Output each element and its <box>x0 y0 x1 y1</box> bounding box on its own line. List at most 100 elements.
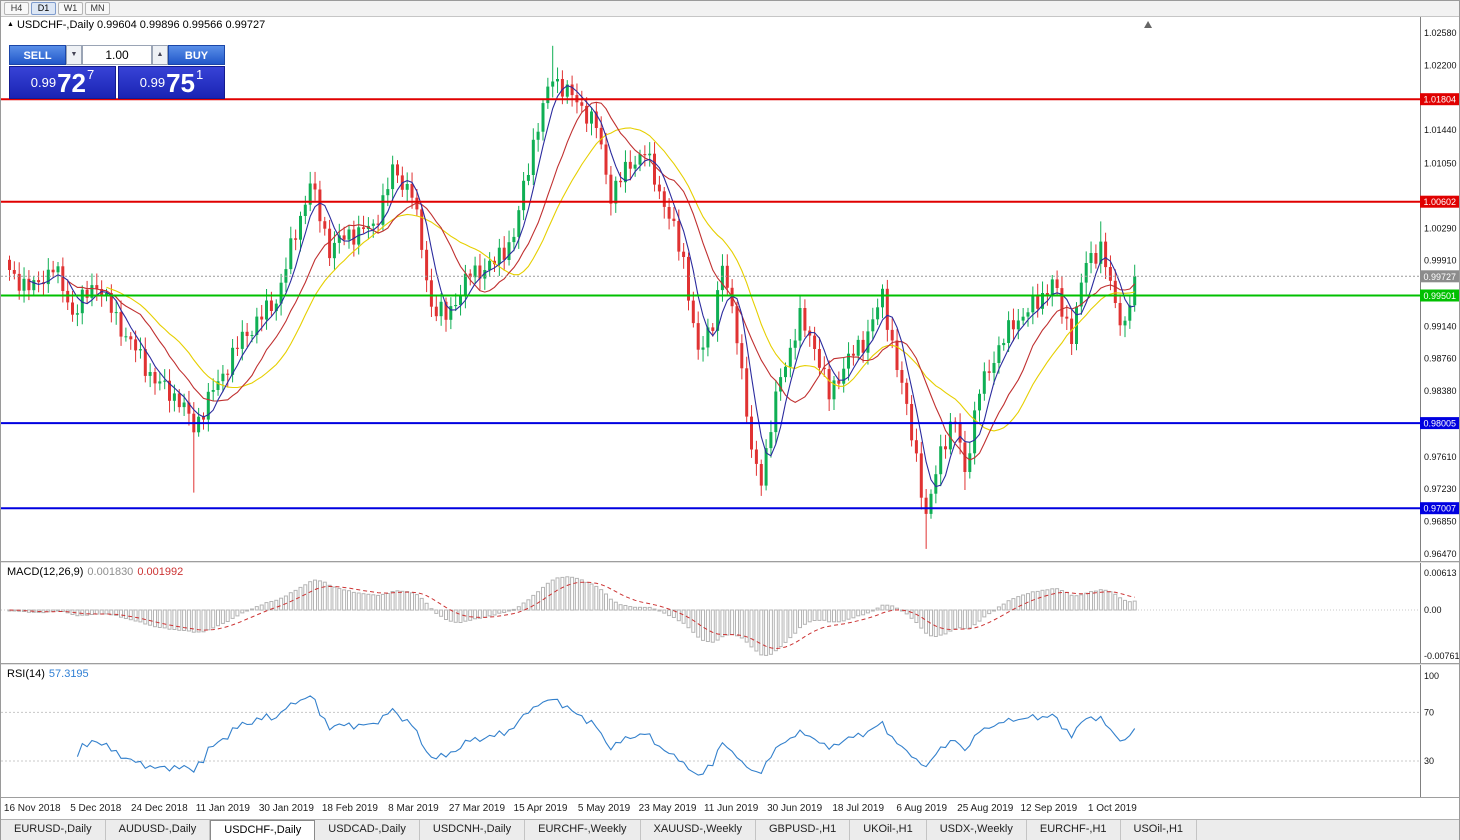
one-click-trading-panel: SELL ▼ ▲ BUY 0.99 72 7 0.99 75 1 <box>9 45 225 99</box>
svg-text:1.01050: 1.01050 <box>1424 159 1457 169</box>
svg-text:70: 70 <box>1424 707 1434 717</box>
price-chart-canvas[interactable]: 1.02580 1.02200 1.01440 1.01050 1.00290 0.999… <box>1 17 1459 561</box>
buy-price-sup: 1 <box>196 67 204 82</box>
date-axis-label: 30 Jun 2019 <box>767 803 823 814</box>
rsi-label: RSI(14) 57.3195 <box>7 668 89 680</box>
svg-text:0.96850: 0.96850 <box>1424 517 1457 527</box>
date-axis-label: 11 Jun 2019 <box>703 803 759 814</box>
buy-price-button[interactable]: 0.99 75 1 <box>118 66 225 99</box>
volume-input[interactable] <box>82 45 152 65</box>
chart-tab-usdx-weekly[interactable]: USDX-,Weekly <box>926 820 1027 840</box>
sell-price-button[interactable]: 0.99 72 7 <box>9 66 116 99</box>
volume-down-button[interactable]: ▼ <box>66 45 82 65</box>
svg-text:0.99727: 0.99727 <box>1424 272 1457 282</box>
chart-shift-end-marker-icon[interactable] <box>1144 21 1153 28</box>
date-axis-label: 5 Dec 2018 <box>70 803 122 814</box>
date-axis-label: 8 Mar 2019 <box>388 803 439 814</box>
timeframe-button-d1[interactable]: D1 <box>31 2 56 15</box>
date-axis-label: 24 Dec 2018 <box>130 803 188 814</box>
buy-price-big: 75 <box>166 67 195 98</box>
svg-text:0.00: 0.00 <box>1424 605 1442 615</box>
buy-button[interactable]: BUY <box>168 45 225 65</box>
rsi-value: 57.3195 <box>48 668 89 680</box>
candles <box>8 45 1137 549</box>
timeframe-button-w1[interactable]: W1 <box>58 2 83 15</box>
date-axis-label: 18 Jul 2019 <box>832 803 885 814</box>
sell-price-sup: 7 <box>87 67 95 82</box>
axis-separator <box>1 797 1459 798</box>
svg-text:0.97230: 0.97230 <box>1424 484 1457 494</box>
svg-text:100: 100 <box>1424 671 1439 681</box>
svg-text:0.96470: 0.96470 <box>1424 549 1457 559</box>
chart-tab-ukoil-h1[interactable]: UKOil-,H1 <box>850 820 927 840</box>
svg-text:1.01440: 1.01440 <box>1424 125 1457 135</box>
svg-text:0.00613: 0.00613 <box>1424 568 1457 578</box>
timeframe-button-h4[interactable]: H4 <box>4 2 29 15</box>
svg-text:0.97610: 0.97610 <box>1424 452 1457 462</box>
svg-text:1.02200: 1.02200 <box>1424 60 1457 70</box>
date-axis-label: 12 Sep 2019 <box>1020 803 1078 814</box>
chart-tabbar: EURUSD-,Daily AUDUSD-,Daily USDCHF-,Daily U… <box>1 819 1459 840</box>
date-axis-label: 18 Feb 2019 <box>321 803 379 814</box>
svg-text:0.98380: 0.98380 <box>1424 386 1457 396</box>
macd-signal-line <box>9 581 1135 650</box>
rsi-canvas[interactable]: 100 70 30 <box>1 665 1459 797</box>
date-axis-label: 25 Aug 2019 <box>957 803 1014 814</box>
chart-tab-usoil-h1[interactable]: USOil-,H1 <box>1120 820 1198 840</box>
date-axis-label: 6 Aug 2019 <box>896 803 948 814</box>
macd-indicator-panel: 0.00613 0.00 -0.00761 MACD(12,26,9) 0.00183… <box>1 563 1459 663</box>
buy-price-prefix: 0.99 <box>139 75 166 90</box>
date-axis-label: 1 Oct 2019 <box>1087 803 1137 814</box>
svg-text:0.99140: 0.99140 <box>1424 321 1457 331</box>
svg-text:1.02580: 1.02580 <box>1424 28 1457 38</box>
moving-average-5 <box>28 84 1135 488</box>
panel-separator[interactable] <box>1 561 1459 563</box>
date-axis-label: 5 May 2019 <box>577 803 631 814</box>
rsi-indicator-panel: 100 70 30 RSI(14) 57.3195 <box>1 665 1459 797</box>
moving-average-13 <box>67 101 1136 461</box>
svg-text:0.99501: 0.99501 <box>1424 291 1457 301</box>
one-click-panel-toggle-icon[interactable]: ▲ <box>7 21 14 28</box>
date-axis-label: 11 Jan 2019 <box>195 803 250 814</box>
chart-tab-usdchf-daily[interactable]: USDCHF-,Daily <box>210 820 316 840</box>
date-axis[interactable]: 16 Nov 2018 5 Dec 2018 24 Dec 2018 11 Jan 2… <box>1 798 1459 819</box>
chart-ohlc-label: ▲ USDCHF-,Daily 0.99604 0.99896 0.99566 0… <box>7 19 265 31</box>
chart-tab-eurchf-weekly[interactable]: EURCHF-,Weekly <box>525 820 641 840</box>
macd-name: MACD(12,26,9) <box>7 566 84 578</box>
sell-button[interactable]: SELL <box>9 45 66 65</box>
volume-up-button[interactable]: ▲ <box>152 45 168 65</box>
chart-tab-eurusd-daily[interactable]: EURUSD-,Daily <box>1 820 106 840</box>
panel-separator[interactable] <box>1 663 1459 665</box>
chart-tab-usdcad-daily[interactable]: USDCAD-,Daily <box>315 820 420 840</box>
date-axis-label: 30 Jan 2019 <box>258 803 314 814</box>
rsi-name: RSI(14) <box>7 668 45 680</box>
timeframe-button-mn[interactable]: MN <box>85 2 110 15</box>
date-axis-label: 15 Apr 2019 <box>513 803 568 814</box>
chart-tab-eurchf-h1[interactable]: EURCHF-,H1 <box>1026 820 1121 840</box>
price-chart-panel: 1.02580 1.02200 1.01440 1.01050 1.00290 0.999… <box>1 17 1459 561</box>
svg-text:1.01804: 1.01804 <box>1424 95 1457 105</box>
svg-text:1.00290: 1.00290 <box>1424 223 1457 233</box>
ohlc-text: USDCHF-,Daily 0.99604 0.99896 0.99566 0.… <box>16 19 266 31</box>
svg-text:1.00602: 1.00602 <box>1424 197 1457 207</box>
svg-text:0.98005: 0.98005 <box>1424 419 1457 429</box>
timeframe-toolbar: H4 D1 W1 MN <box>1 1 1459 17</box>
macd-histogram <box>7 576 1137 656</box>
chart-tab-usdcnh-daily[interactable]: USDCNH-,Daily <box>419 820 526 840</box>
svg-text:-0.00761: -0.00761 <box>1424 651 1459 661</box>
date-axis-label: 23 May 2019 <box>638 803 697 814</box>
sell-price-big: 72 <box>57 67 86 98</box>
svg-text:30: 30 <box>1424 756 1434 766</box>
moving-average-21 <box>106 127 1135 432</box>
chart-tab-audusd-daily[interactable]: AUDUSD-,Daily <box>105 820 211 840</box>
sell-price-prefix: 0.99 <box>30 75 57 90</box>
date-axis-label: 27 Mar 2019 <box>448 803 506 814</box>
chart-tab-xauusd-weekly[interactable]: XAUUSD-,Weekly <box>640 820 756 840</box>
svg-text:0.98760: 0.98760 <box>1424 354 1457 364</box>
macd-value-main: 0.001830 <box>87 566 134 578</box>
svg-text:0.97007: 0.97007 <box>1424 504 1457 514</box>
macd-canvas[interactable]: 0.00613 0.00 -0.00761 <box>1 563 1459 663</box>
chart-tab-gbpusd-h1[interactable]: GBPUSD-,H1 <box>755 820 851 840</box>
svg-text:0.99910: 0.99910 <box>1424 256 1457 266</box>
